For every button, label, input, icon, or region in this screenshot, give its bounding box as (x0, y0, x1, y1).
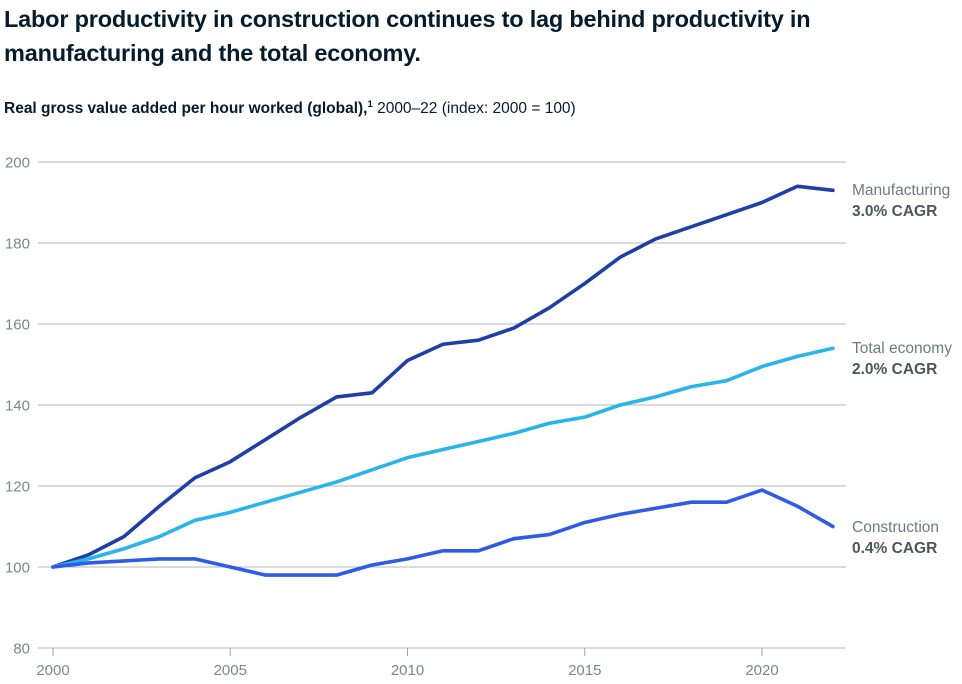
subtitle-range: 2000–22 (index: 2000 = 100) (372, 100, 576, 118)
legend-cagr-value: 3.0% CAGR (852, 203, 938, 221)
y-tick-label: 80 (13, 641, 30, 658)
legend-series-name: Total economy (852, 340, 952, 358)
y-tick-label: 120 (5, 479, 30, 496)
footnote-marker: 1 (367, 99, 373, 110)
legend-series-name: Construction (852, 518, 940, 536)
y-tick-label: 180 (5, 236, 30, 253)
series-line-construction (51, 488, 835, 577)
x-tick-label: 2020 (745, 662, 778, 679)
gridlines (38, 161, 846, 649)
legend-series-name: Manufacturing (852, 182, 951, 200)
chart-subtitle: Real gross value added per hour worked (… (4, 99, 576, 118)
x-tick-label: 2015 (568, 662, 601, 679)
y-tick-label: 200 (5, 155, 30, 172)
x-tick-label: 2010 (391, 662, 424, 679)
legend-manufacturing: Manufacturing 3.0% CAGR (852, 180, 950, 222)
y-tick-label: 140 (5, 398, 30, 415)
x-tick-label: 2005 (214, 662, 247, 679)
y-tick-label: 160 (5, 317, 30, 334)
subtitle-measure: Real gross value added per hour worked (… (4, 100, 368, 118)
legend-total-economy: Total economy 2.0% CAGR (852, 338, 952, 380)
legend-cagr-value: 2.0% CAGR (852, 361, 938, 379)
series-line-total-economy (51, 346, 835, 569)
x-axis: 2000 2005 2010 2015 2020 (36, 648, 779, 679)
legend-cagr-value: 0.4% CAGR (852, 539, 938, 557)
chart-title: Labor productivity in construction conti… (4, 6, 811, 66)
x-tick-label: 2000 (36, 662, 69, 679)
y-axis-labels: 80 100 120 140 160 180 200 (5, 155, 30, 658)
series-line-manufacturing (51, 184, 835, 569)
legend-construction: Construction 0.4% CAGR (852, 517, 939, 559)
y-tick-label: 100 (5, 560, 30, 577)
